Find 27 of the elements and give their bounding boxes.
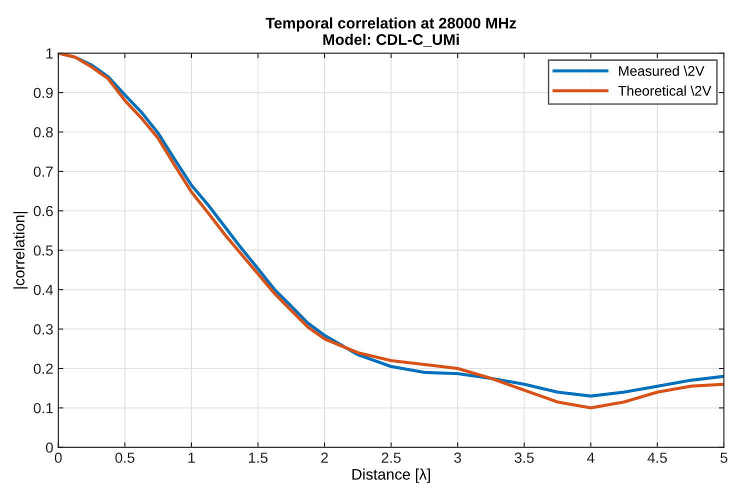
- x-tick-label: 2: [321, 452, 328, 463]
- legend-label: Measured \2V: [619, 66, 704, 76]
- x-tick-label: 1: [188, 452, 195, 463]
- y-tick-label: 0.6: [34, 206, 53, 216]
- x-axis-title: Distance [λ]: [352, 468, 430, 483]
- y-tick-label: 0.3: [34, 324, 53, 334]
- x-tick-label: 0.5: [115, 452, 134, 463]
- y-tick-label: 1: [46, 48, 53, 58]
- y-tick-label: 0.2: [34, 364, 53, 374]
- y-tick-label: 0.7: [34, 166, 53, 177]
- y-axis-title: |correlation|: [13, 212, 28, 289]
- x-tick-label: 2.5: [382, 452, 401, 463]
- x-tick-label: 4.5: [648, 452, 667, 463]
- x-tick-label: 3: [454, 452, 462, 463]
- y-tick-label: 0.1: [34, 402, 53, 414]
- x-tick-label: 5: [720, 452, 728, 463]
- x-tick-label: 3.5: [514, 452, 534, 463]
- y-tick-label: 0.5: [34, 245, 53, 256]
- x-tick-label: 4: [587, 452, 594, 463]
- x-tick-label: 1.5: [248, 452, 268, 463]
- legend-label: Theoretical \2V: [618, 86, 712, 96]
- y-tick-label: 0.4: [34, 284, 54, 296]
- y-tick-label: 0.9: [34, 88, 53, 98]
- x-tick-label: 0: [54, 452, 62, 463]
- y-tick-label: 0: [46, 442, 53, 453]
- chart-title: Temporal correlation at 28000 MHz Model: CDL-C_UMi: [266, 17, 516, 47]
- y-tick-label: 0.8: [34, 127, 53, 138]
